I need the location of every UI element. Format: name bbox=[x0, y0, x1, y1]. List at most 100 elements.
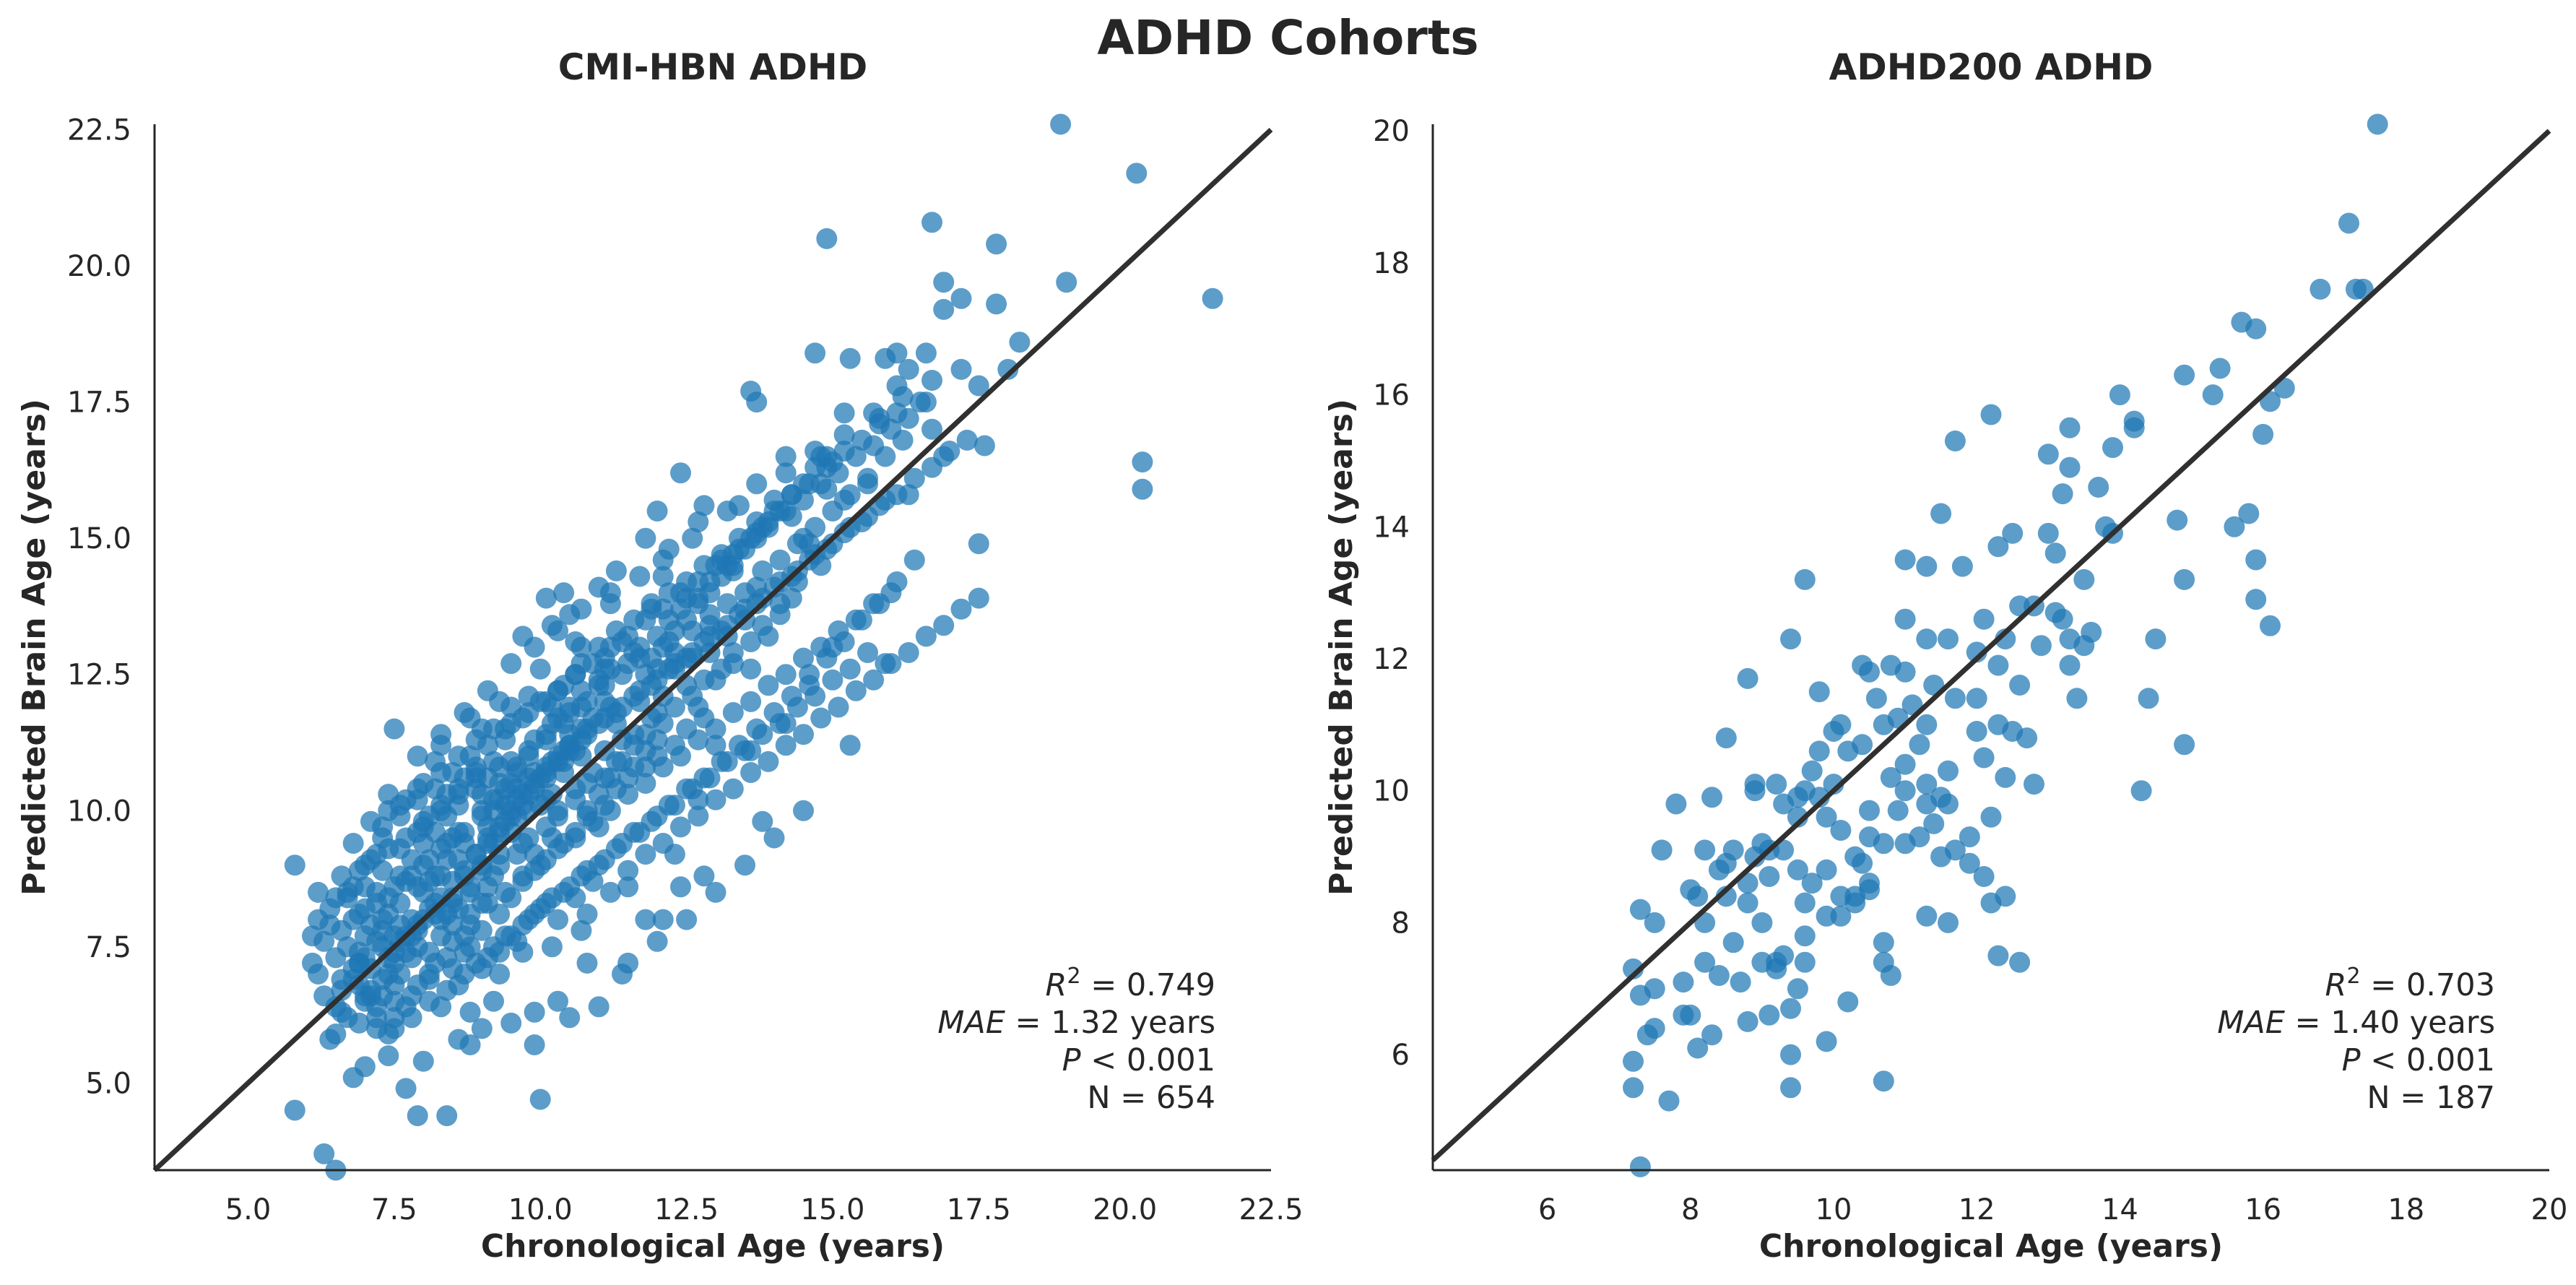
data-point bbox=[529, 1089, 551, 1110]
data-point bbox=[383, 1007, 405, 1029]
data-point bbox=[571, 598, 592, 620]
data-point bbox=[308, 881, 329, 903]
data-point bbox=[378, 1045, 399, 1067]
data-point bbox=[1859, 800, 1880, 821]
data-point bbox=[1751, 912, 1773, 933]
data-point bbox=[442, 762, 464, 783]
data-point bbox=[617, 876, 639, 898]
data-point bbox=[524, 1001, 545, 1023]
data-point bbox=[1636, 1024, 1658, 1046]
data-point bbox=[1830, 905, 1852, 927]
data-point bbox=[425, 778, 446, 800]
data-point bbox=[2009, 675, 2031, 696]
data-point bbox=[752, 560, 773, 581]
data-point bbox=[471, 958, 493, 979]
data-point bbox=[1973, 866, 1995, 887]
data-point bbox=[471, 920, 493, 941]
data-point bbox=[500, 1012, 522, 1034]
data-point bbox=[1644, 912, 1665, 933]
data-point bbox=[898, 642, 919, 663]
data-point bbox=[2174, 364, 2195, 386]
data-point bbox=[635, 724, 656, 745]
data-point bbox=[477, 735, 498, 756]
data-point bbox=[459, 745, 481, 767]
data-point bbox=[839, 484, 861, 506]
data-point bbox=[576, 800, 598, 821]
x-tick-label: 18 bbox=[2388, 1193, 2424, 1226]
data-point bbox=[898, 358, 919, 380]
y-tick-label: 18 bbox=[1373, 247, 1410, 280]
data-point bbox=[1673, 972, 1694, 993]
data-point bbox=[547, 805, 568, 827]
data-point bbox=[418, 870, 440, 892]
data-point bbox=[407, 1105, 428, 1127]
data-point bbox=[459, 904, 481, 925]
data-point bbox=[786, 533, 808, 555]
data-point bbox=[594, 675, 615, 696]
data-point bbox=[2059, 417, 2081, 438]
data-point bbox=[828, 462, 849, 484]
data-point bbox=[1909, 734, 1930, 756]
data-point bbox=[886, 342, 908, 364]
data-point bbox=[1995, 766, 2016, 788]
data-point bbox=[635, 527, 656, 549]
data-point bbox=[786, 696, 808, 718]
data-point bbox=[1816, 806, 1837, 828]
data-point bbox=[1873, 833, 1894, 854]
data-point bbox=[284, 1099, 305, 1121]
data-point bbox=[810, 707, 832, 729]
data-point bbox=[378, 838, 399, 860]
data-point bbox=[331, 1001, 352, 1023]
data-point bbox=[623, 685, 645, 707]
y-axis-label: Predicted Brain Age (years) bbox=[16, 399, 53, 896]
p-stat: P < 0.001 bbox=[2342, 1042, 2495, 1078]
data-point bbox=[1944, 839, 1966, 861]
data-point bbox=[1938, 628, 1959, 650]
x-axis-label: Chronological Age (years) bbox=[481, 1228, 945, 1265]
data-point bbox=[2052, 483, 2073, 505]
data-point bbox=[646, 501, 668, 522]
data-point bbox=[682, 527, 703, 549]
data-point bbox=[2030, 635, 2052, 657]
data-point bbox=[2209, 358, 2231, 379]
data-point bbox=[775, 446, 797, 467]
data-point bbox=[746, 527, 768, 549]
data-point bbox=[1687, 1037, 1709, 1059]
data-point bbox=[489, 964, 511, 985]
data-point bbox=[705, 881, 727, 903]
data-point bbox=[1844, 892, 1866, 914]
data-point bbox=[845, 680, 867, 701]
data-point bbox=[1758, 1004, 1780, 1026]
data-point bbox=[670, 816, 691, 838]
data-point bbox=[845, 446, 867, 467]
data-point bbox=[436, 979, 458, 1001]
data-point bbox=[693, 495, 715, 516]
data-point bbox=[968, 587, 989, 609]
data-point bbox=[1780, 998, 1801, 1019]
data-point bbox=[921, 212, 942, 233]
data-point bbox=[383, 941, 405, 963]
data-point bbox=[541, 887, 563, 909]
data-point bbox=[2002, 522, 2024, 544]
data-point bbox=[828, 696, 849, 718]
data-point bbox=[746, 473, 768, 495]
data-point bbox=[512, 795, 534, 816]
data-point bbox=[2059, 457, 2081, 478]
data-point bbox=[1715, 886, 1737, 907]
data-point bbox=[1801, 760, 1823, 782]
data-point bbox=[1987, 945, 2009, 966]
data-point bbox=[2174, 734, 2195, 756]
data-point bbox=[688, 511, 709, 532]
data-point bbox=[1744, 780, 1766, 802]
data-point bbox=[319, 1029, 341, 1050]
data-point bbox=[617, 860, 639, 881]
data-point bbox=[1808, 740, 1830, 762]
data-point bbox=[1944, 688, 1966, 709]
data-point bbox=[880, 653, 902, 675]
data-point bbox=[1938, 760, 1959, 782]
x-tick-label: 22.5 bbox=[1239, 1193, 1303, 1226]
y-tick-label: 20 bbox=[1373, 115, 1410, 148]
data-point bbox=[1873, 932, 1894, 953]
data-point bbox=[752, 810, 773, 832]
y-tick-label: 8 bbox=[1392, 907, 1410, 940]
